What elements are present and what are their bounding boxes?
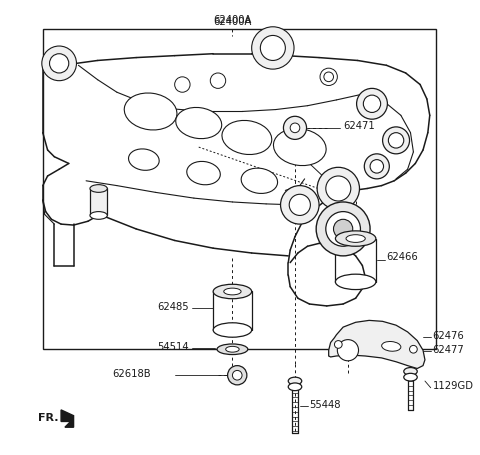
Text: 62618B: 62618B — [112, 369, 151, 379]
Ellipse shape — [176, 108, 222, 139]
Ellipse shape — [404, 374, 417, 381]
Ellipse shape — [336, 274, 376, 290]
Text: 62400A: 62400A — [213, 15, 252, 25]
Circle shape — [337, 340, 359, 361]
Ellipse shape — [404, 368, 417, 375]
Circle shape — [335, 341, 342, 349]
Circle shape — [326, 177, 351, 202]
Circle shape — [232, 371, 242, 380]
Text: 62400A: 62400A — [213, 17, 252, 27]
Circle shape — [289, 195, 311, 216]
Circle shape — [388, 133, 404, 149]
Text: 62471: 62471 — [343, 121, 375, 131]
Circle shape — [363, 96, 381, 113]
Ellipse shape — [336, 231, 376, 247]
Circle shape — [357, 89, 387, 120]
Bar — [90, 189, 107, 216]
Text: 62485: 62485 — [157, 301, 189, 311]
Bar — [43, 30, 436, 349]
Ellipse shape — [224, 288, 241, 295]
Circle shape — [290, 124, 300, 133]
Text: 54514: 54514 — [157, 342, 189, 352]
Circle shape — [326, 212, 360, 247]
Circle shape — [317, 168, 360, 210]
Circle shape — [280, 186, 319, 225]
Ellipse shape — [90, 185, 107, 193]
Ellipse shape — [274, 129, 326, 166]
Circle shape — [383, 127, 409, 155]
Text: 62477: 62477 — [432, 344, 464, 354]
Ellipse shape — [382, 342, 401, 351]
Circle shape — [260, 36, 286, 61]
Ellipse shape — [288, 383, 302, 391]
Circle shape — [42, 47, 76, 81]
Ellipse shape — [124, 94, 177, 131]
Ellipse shape — [226, 347, 239, 352]
Text: 62476: 62476 — [432, 330, 464, 340]
Ellipse shape — [187, 162, 220, 185]
Circle shape — [320, 69, 337, 86]
Circle shape — [316, 202, 370, 256]
Ellipse shape — [346, 235, 365, 243]
Ellipse shape — [213, 323, 252, 338]
Ellipse shape — [288, 377, 302, 385]
Circle shape — [49, 55, 69, 74]
Text: 55448: 55448 — [310, 399, 341, 409]
Text: 1129GD: 1129GD — [432, 380, 474, 390]
Circle shape — [210, 74, 226, 89]
Ellipse shape — [90, 212, 107, 220]
Ellipse shape — [129, 150, 159, 171]
Ellipse shape — [241, 169, 277, 194]
Circle shape — [228, 366, 247, 385]
Ellipse shape — [222, 121, 272, 155]
Ellipse shape — [213, 285, 252, 299]
Circle shape — [364, 155, 389, 179]
Ellipse shape — [217, 344, 248, 355]
Circle shape — [252, 28, 294, 70]
Circle shape — [324, 73, 334, 82]
Circle shape — [334, 220, 353, 239]
Circle shape — [283, 117, 307, 140]
Text: FR.: FR. — [38, 412, 59, 422]
Text: 62466: 62466 — [386, 251, 418, 261]
Polygon shape — [329, 321, 425, 369]
Circle shape — [370, 160, 384, 174]
Circle shape — [409, 346, 417, 354]
Polygon shape — [61, 410, 73, 427]
Circle shape — [175, 78, 190, 93]
